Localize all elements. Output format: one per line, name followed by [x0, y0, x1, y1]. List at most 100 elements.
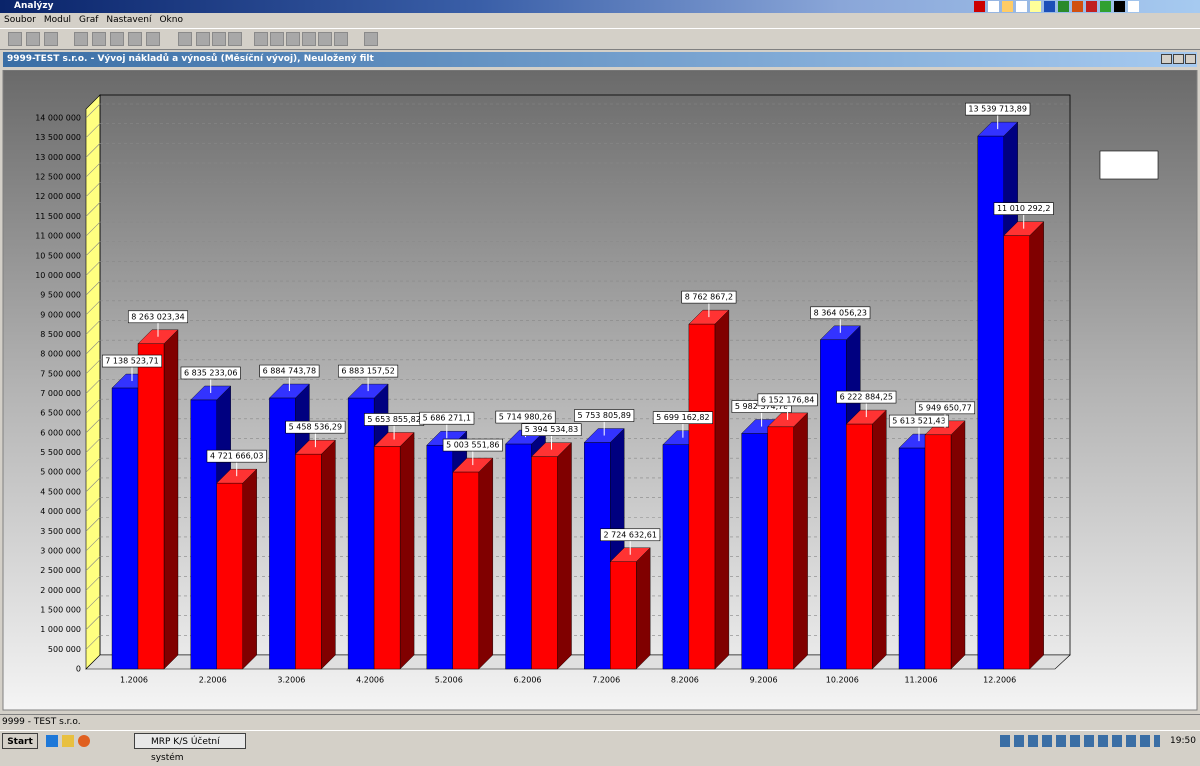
- toolbar-button[interactable]: [228, 32, 242, 46]
- toolbar-button[interactable]: [270, 32, 284, 46]
- y-tick-label: 5 500 000: [40, 448, 81, 457]
- grid-line-wall: [85, 517, 101, 532]
- firefox-icon[interactable]: [78, 735, 90, 747]
- grid-line-wall: [85, 438, 101, 453]
- y-tick-label: 4 500 000: [40, 487, 81, 496]
- toolbar-button[interactable]: [146, 32, 160, 46]
- bar: [269, 397, 296, 670]
- minimize-button[interactable]: [1161, 54, 1172, 64]
- y-tick-label: 1 000 000: [40, 625, 81, 634]
- toolbar-button[interactable]: [8, 32, 22, 46]
- toolbar-button[interactable]: [364, 32, 378, 46]
- value-label: 2 724 632,61: [603, 530, 656, 539]
- maximize-button[interactable]: [1173, 54, 1184, 64]
- bar-side: [321, 439, 336, 670]
- toolbar-button[interactable]: [254, 32, 268, 46]
- close-button[interactable]: [1185, 54, 1196, 64]
- tray: [1000, 735, 1160, 747]
- value-label-box: [965, 102, 1031, 116]
- toolbar-button[interactable]: [110, 32, 124, 46]
- toolbar-button[interactable]: [334, 32, 348, 46]
- menu-item[interactable]: Modul: [43, 15, 72, 25]
- bar: [505, 443, 532, 670]
- toolbar-button[interactable]: [212, 32, 226, 46]
- value-label-box: [993, 202, 1054, 215]
- grid-line-wall: [85, 320, 101, 335]
- toolbar-button[interactable]: [178, 32, 192, 46]
- x-tick-label: 7.2006: [592, 676, 620, 685]
- bar-side: [399, 431, 415, 670]
- chart: 0 500 000 1 000 000 1 500 000 2 000 000 2 500…: [2, 70, 1198, 711]
- y-tick-label: 1 500 000: [40, 605, 81, 614]
- grid-line-wall: [85, 458, 101, 473]
- task-button[interactable]: MRP K/S Účetní systém: [134, 733, 246, 763]
- grid-line-wall: [85, 359, 101, 375]
- grid-line-wall: [85, 398, 101, 414]
- bar: [846, 423, 873, 670]
- menu-item[interactable]: Soubor: [4, 15, 36, 25]
- value-label-box: [285, 420, 346, 434]
- value-label: 6 883 157,52: [341, 367, 394, 376]
- grid-line-wall: [85, 300, 101, 315]
- toolbar-button[interactable]: [318, 32, 332, 46]
- menu-item[interactable]: Nastavení: [106, 15, 152, 25]
- value-label-box: [521, 423, 582, 436]
- toolbar-button[interactable]: [196, 32, 210, 46]
- x-tick-label: 5.2006: [435, 676, 463, 685]
- bar: [741, 433, 768, 670]
- value-label-box: [495, 410, 556, 424]
- grid-line-wall: [85, 182, 101, 197]
- grid-line-wall: [85, 595, 101, 611]
- grid-line-wall: [85, 556, 101, 571]
- value-label: 6 835 233,06: [184, 368, 237, 377]
- value-label-box: [206, 449, 267, 463]
- y-tick-label: 10 000 000: [35, 271, 81, 280]
- value-label: 8 762 867,2: [685, 293, 733, 302]
- bar: [373, 446, 401, 670]
- menu-item[interactable]: Okno: [159, 15, 183, 25]
- toolbar-button[interactable]: [44, 32, 58, 46]
- bar-side: [478, 457, 493, 670]
- x-tick-label: 2.2006: [199, 676, 227, 685]
- y-tick-label: 8 500 000: [40, 330, 81, 339]
- menu-item[interactable]: Graf: [79, 15, 99, 25]
- bar: [111, 387, 139, 670]
- status-bar: 9999 - TEST s.r.o.: [0, 714, 1200, 730]
- y-tick-label: 500 000: [48, 645, 81, 654]
- bar-side: [163, 329, 179, 670]
- value-label: 5 613 521,43: [892, 417, 945, 426]
- value-label-box: [836, 390, 897, 404]
- y-tick-label: 0: [76, 665, 81, 674]
- value-label: 5 982 374,78: [735, 402, 788, 411]
- grid-line-wall: [85, 339, 101, 355]
- grid-line-wall: [85, 241, 101, 256]
- bar: [584, 442, 611, 670]
- grid-line-wall: [85, 280, 101, 296]
- grid-line-wall: [85, 123, 101, 138]
- start-button[interactable]: Start: [2, 733, 38, 749]
- bar-side: [793, 412, 808, 670]
- toolbar-button[interactable]: [302, 32, 316, 46]
- y-tick-label: 10 500 000: [35, 251, 81, 260]
- y-tick-label: 4 000 000: [40, 507, 81, 516]
- toolbar-button[interactable]: [128, 32, 142, 46]
- toolbar-button[interactable]: [26, 32, 40, 46]
- value-label-box: [914, 401, 976, 415]
- value-label: 4 721 666,03: [210, 452, 263, 461]
- status-text: 9999 - TEST s.r.o.: [2, 717, 81, 727]
- grid-line-wall: [85, 615, 101, 630]
- grid-line-wall: [85, 162, 101, 178]
- window-titlebar: 9999-TEST s.r.o. - Vývoj nákladů a výnos…: [3, 52, 1197, 67]
- bar-side: [636, 547, 651, 670]
- app-icon[interactable]: [62, 735, 74, 747]
- toolbar-button[interactable]: [92, 32, 106, 46]
- bar: [610, 561, 637, 670]
- toolbar-button[interactable]: [286, 32, 300, 46]
- ie-icon[interactable]: [46, 735, 58, 747]
- grid-line-wall: [85, 103, 101, 119]
- value-label: 7 138 523,71: [105, 357, 158, 366]
- y-tick-label: 6 500 000: [40, 409, 81, 418]
- y-tick-label: 11 500 000: [35, 212, 81, 221]
- grid-line-wall: [85, 143, 101, 158]
- toolbar-button[interactable]: [74, 32, 88, 46]
